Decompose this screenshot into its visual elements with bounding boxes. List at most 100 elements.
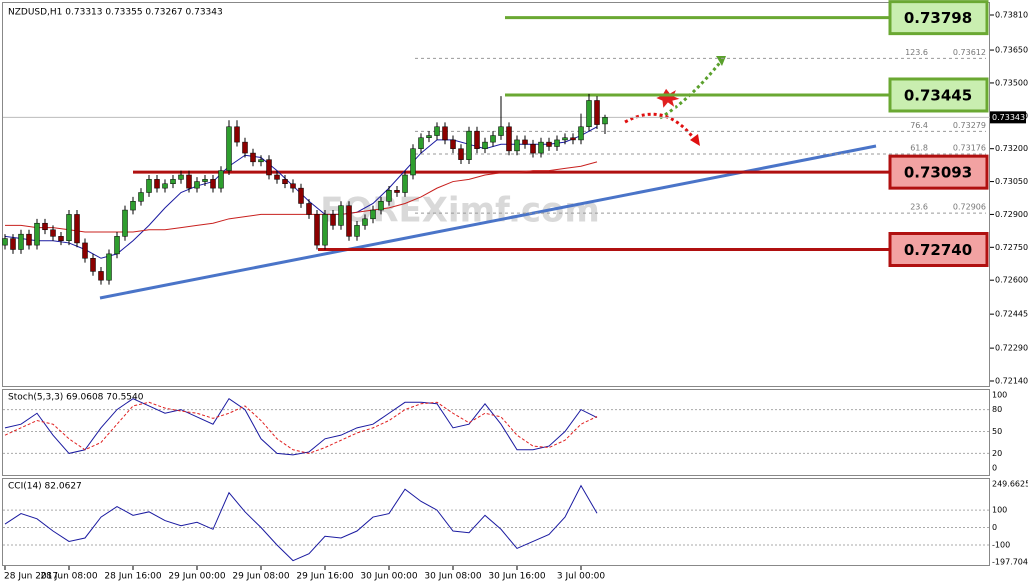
candle-body (506, 126, 512, 152)
candle-body (266, 159, 272, 176)
candle-body (234, 126, 240, 143)
panel-frames (2, 2, 990, 566)
cci-tick-label: -197.7046 (992, 558, 1028, 567)
candle-body (322, 214, 328, 246)
candle-body (218, 170, 224, 189)
candle-body (562, 137, 568, 141)
current-price-box (990, 111, 1026, 124)
candle-body (410, 148, 416, 176)
candle-body (138, 192, 144, 202)
x-tick-label: 3 Jul 00:00 (557, 572, 606, 582)
candle-body (522, 139, 528, 145)
candle-body (10, 238, 16, 250)
y-tick-label: 0.72900 (995, 210, 1028, 219)
x-tick-label: 28 Jun 16:00 (104, 572, 161, 582)
y-tick-label: 0.73500 (995, 78, 1028, 87)
stoch-tick-label: 20 (992, 449, 1002, 458)
candle-body (90, 258, 96, 272)
fib-ratio: 61.8 (910, 143, 928, 152)
fib-ratio: 76.4 (910, 121, 928, 130)
candle-body (210, 179, 216, 189)
candle-body (474, 130, 480, 149)
candle-body (98, 271, 104, 281)
level-box (888, 77, 989, 113)
candle-body (34, 222, 40, 246)
candle-body (306, 203, 312, 215)
y-tick-label: 0.72140 (995, 377, 1028, 386)
x-tick-label: 29 Jun 00:00 (168, 572, 225, 582)
candle-body (538, 141, 544, 154)
candle-body (178, 174, 184, 180)
candle-body (194, 181, 200, 189)
candle-body (154, 179, 160, 189)
candle-body (186, 174, 192, 189)
fib-price: 0.73279 (953, 121, 986, 130)
candle-body (330, 214, 336, 226)
fib-price: 0.73176 (953, 143, 986, 152)
x-tick-label: 30 Jun 00:00 (360, 572, 417, 582)
level-box (888, 232, 989, 268)
fib-price: 0.72906 (953, 203, 986, 212)
candle-body (290, 183, 296, 189)
candle-body (298, 187, 304, 204)
candle-body (338, 205, 344, 226)
candle-body (282, 179, 288, 185)
fib-ratio: 23.6 (910, 203, 928, 212)
y-tick-label: 0.72600 (995, 276, 1028, 285)
candle-body (394, 190, 400, 193)
header: NZDUSD,H1 0.73313 0.73355 0.73267 0.7334… (8, 8, 223, 18)
level-label: 0.72740 (904, 241, 972, 259)
candle-body (82, 242, 88, 259)
burst-icon (653, 87, 683, 111)
candle-body (50, 229, 56, 237)
candle-body (418, 137, 424, 149)
current-price-label: 0.73343 (992, 113, 1025, 122)
y-tick-label: 0.73050 (995, 177, 1028, 186)
stoch-tick-label: 0 (992, 464, 997, 473)
candle-body (66, 214, 72, 241)
candle-body (586, 100, 592, 128)
candle-body (170, 179, 176, 185)
candle-body (442, 126, 448, 141)
candle-body (514, 139, 520, 152)
level-label: 0.73798 (904, 9, 972, 27)
cci-tick-label: -100 (992, 540, 1010, 549)
candle-body (570, 137, 576, 141)
candle-body (378, 201, 384, 211)
cci-tick-label: 100 (992, 506, 1007, 515)
candle-body (594, 100, 600, 125)
candle-body (122, 209, 128, 237)
watermark: FOREXimf.com (320, 191, 600, 231)
x-tick-label: 30 Jun 08:00 (424, 572, 481, 582)
y-tick-label: 0.72750 (995, 243, 1028, 252)
candle-body (274, 174, 280, 180)
stoch-line (4, 401, 598, 454)
stoch-line (4, 397, 598, 456)
candle-body (426, 135, 432, 138)
y-tick-label: 0.72290 (995, 344, 1028, 353)
moving-average (5, 161, 598, 233)
candle-body (578, 126, 584, 141)
candle-body (74, 214, 80, 244)
cci-tick-label: 249.6625 (992, 480, 1028, 489)
x-tick-label: 29 Jun 08:00 (232, 572, 289, 582)
candle-body (402, 174, 408, 193)
down-arrow-head (690, 134, 700, 146)
candle-body (314, 214, 320, 246)
candle-body (530, 144, 536, 154)
y-tick-label: 0.73650 (995, 46, 1028, 55)
candle-body (18, 233, 24, 250)
candle-body (226, 126, 232, 171)
cci-tick-label: 0 (992, 523, 997, 532)
candle-body (242, 141, 248, 154)
candle-body (162, 183, 168, 189)
candle-body (202, 179, 208, 182)
candle-body (106, 253, 112, 281)
candle-body (26, 233, 32, 246)
candle-body (114, 236, 120, 255)
candle-body (458, 148, 464, 160)
candle-body (58, 236, 64, 241)
stoch-tick-label: 100 (992, 391, 1007, 400)
